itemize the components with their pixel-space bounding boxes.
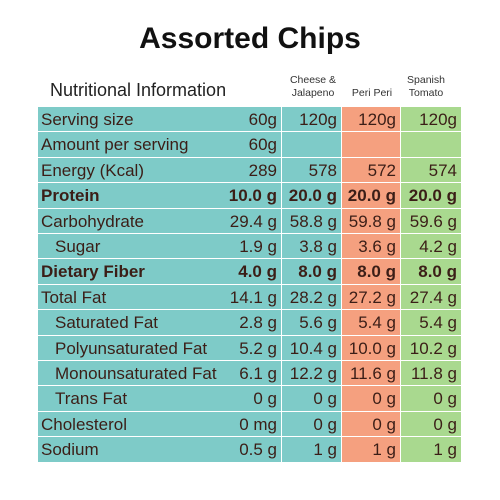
title: Assorted Chips — [139, 22, 361, 55]
value-cell: 10.0 g — [225, 183, 282, 209]
value-cell — [282, 132, 342, 158]
value-cell: 58.8 g — [282, 208, 342, 234]
row-label: Trans Fat — [38, 386, 225, 412]
row-label: Polyunsaturated Fat — [38, 335, 225, 361]
value-cell: 0 g — [342, 386, 401, 412]
value-cell: 0 g — [282, 411, 342, 438]
row-label: Saturated Fat — [38, 310, 225, 336]
value-cell: 27.2 g — [342, 284, 401, 311]
value-cell: 11.6 g — [342, 361, 401, 387]
value-cell: 5.4 g — [401, 310, 462, 336]
value-cell: 59.8 g — [342, 208, 401, 234]
value-cell: 8.0 g — [282, 259, 342, 285]
value-cell: 1 g — [342, 437, 401, 463]
column-header: Peri Peri — [351, 87, 393, 99]
value-cell: 14.1 g — [225, 284, 282, 311]
value-cell: 6.1 g — [225, 361, 282, 387]
value-cell: 5.4 g — [342, 310, 401, 336]
row-label: Serving size — [38, 107, 225, 133]
value-cell: 1 g — [282, 437, 342, 463]
value-cell: 1 g — [401, 437, 462, 463]
value-cell: 4.2 g — [401, 234, 462, 260]
value-cell: 572 — [342, 157, 401, 184]
row-label: Cholesterol — [38, 411, 225, 438]
row-label: Energy (Kcal) — [38, 157, 225, 184]
value-cell: 574 — [401, 157, 462, 184]
value-cell: 0 g — [282, 386, 342, 412]
value-cell: 28.2 g — [282, 284, 342, 311]
value-cell: 20.0 g — [282, 183, 342, 209]
value-cell: 60g — [225, 132, 282, 158]
value-cell: 5.2 g — [225, 335, 282, 361]
value-cell: 20.0 g — [342, 183, 401, 209]
row-label: Amount per serving — [38, 132, 225, 158]
value-cell: 20.0 g — [401, 183, 462, 209]
value-cell: 8.0 g — [342, 259, 401, 285]
value-cell: 120g — [401, 107, 462, 133]
value-cell: 10.4 g — [282, 335, 342, 361]
value-cell: 59.6 g — [401, 208, 462, 234]
value-cell: 29.4 g — [225, 208, 282, 234]
value-cell: 12.2 g — [282, 361, 342, 387]
value-cell: 0 g — [401, 411, 462, 438]
value-cell — [342, 132, 401, 158]
value-cell: 5.6 g — [282, 310, 342, 336]
row-label: Sodium — [38, 437, 225, 463]
value-cell: 0 g — [225, 386, 282, 412]
value-cell: 0 mg — [225, 411, 282, 438]
value-cell: 10.2 g — [401, 335, 462, 361]
column-header: Spanish Tomato — [407, 74, 445, 99]
subtitle: Nutritional Information — [50, 80, 227, 100]
row-label: Sugar — [38, 234, 225, 260]
value-cell: 289 — [225, 157, 282, 184]
value-cell: 3.8 g — [282, 234, 342, 260]
value-cell: 11.8 g — [401, 361, 462, 387]
value-cell: 578 — [282, 157, 342, 184]
row-label: Monounsaturated Fat — [38, 361, 225, 387]
row-label: Protein — [38, 183, 225, 209]
value-cell: 60g — [225, 107, 282, 133]
row-label: Total Fat — [38, 284, 225, 311]
value-cell: 4.0 g — [225, 259, 282, 285]
value-cell — [401, 132, 462, 158]
row-label: Dietary Fiber — [38, 259, 225, 285]
value-cell: 10.0 g — [342, 335, 401, 361]
value-cell: 0 g — [401, 386, 462, 412]
value-cell: 8.0 g — [401, 259, 462, 285]
value-cell: 0.5 g — [225, 437, 282, 463]
column-header: Cheese & Jalapeno — [289, 74, 337, 99]
value-cell: 0 g — [342, 411, 401, 438]
value-cell: 120g — [342, 107, 401, 133]
value-cell: 1.9 g — [225, 234, 282, 260]
value-cell: 3.6 g — [342, 234, 401, 260]
value-cell: 27.4 g — [401, 284, 462, 311]
row-label: Carbohydrate — [38, 208, 225, 234]
value-cell: 2.8 g — [225, 310, 282, 336]
value-cell: 120g — [282, 107, 342, 133]
